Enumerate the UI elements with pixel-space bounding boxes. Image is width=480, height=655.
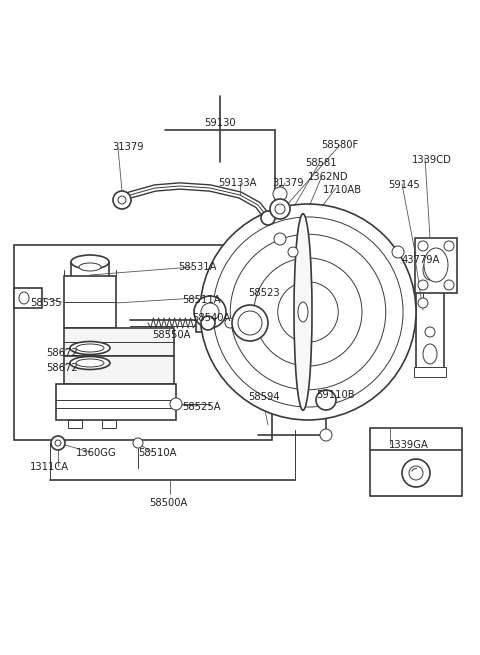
Bar xyxy=(68,420,82,428)
Circle shape xyxy=(425,327,435,337)
Circle shape xyxy=(113,191,131,209)
Circle shape xyxy=(201,303,219,321)
Bar xyxy=(56,384,176,420)
Ellipse shape xyxy=(424,248,448,282)
Circle shape xyxy=(418,298,428,308)
Text: 59133A: 59133A xyxy=(218,178,256,188)
Text: 58511A: 58511A xyxy=(182,295,221,305)
Bar xyxy=(220,317,234,330)
Ellipse shape xyxy=(273,187,287,201)
Circle shape xyxy=(270,199,290,219)
Bar xyxy=(14,245,272,440)
Circle shape xyxy=(232,305,268,341)
Circle shape xyxy=(261,211,275,225)
Text: 1339GA: 1339GA xyxy=(389,440,429,450)
Bar xyxy=(14,288,42,308)
Text: 58500A: 58500A xyxy=(149,498,187,508)
Circle shape xyxy=(194,296,226,328)
Text: 58550A: 58550A xyxy=(152,330,191,340)
Text: 1311CA: 1311CA xyxy=(30,462,69,472)
Circle shape xyxy=(288,247,298,257)
Circle shape xyxy=(444,280,454,290)
Bar xyxy=(196,315,218,332)
Text: 58672: 58672 xyxy=(46,348,78,358)
Text: 58535: 58535 xyxy=(30,298,61,308)
Circle shape xyxy=(170,398,182,410)
Text: 1339CD: 1339CD xyxy=(412,155,452,165)
Ellipse shape xyxy=(70,356,110,369)
Text: 59110B: 59110B xyxy=(316,390,355,400)
Circle shape xyxy=(444,241,454,251)
Circle shape xyxy=(278,282,338,343)
Text: 58523: 58523 xyxy=(248,288,280,298)
Circle shape xyxy=(213,217,403,407)
Bar xyxy=(64,356,174,384)
Text: 31379: 31379 xyxy=(272,178,304,188)
Ellipse shape xyxy=(76,359,104,367)
Circle shape xyxy=(274,233,286,245)
Text: 1360GG: 1360GG xyxy=(76,448,117,458)
Circle shape xyxy=(201,316,215,330)
Ellipse shape xyxy=(70,341,110,354)
Circle shape xyxy=(409,466,423,480)
Text: 58581: 58581 xyxy=(305,158,336,168)
Text: 59145: 59145 xyxy=(388,180,420,190)
Circle shape xyxy=(225,318,235,328)
Circle shape xyxy=(402,459,430,487)
Text: 59130: 59130 xyxy=(204,118,236,128)
Circle shape xyxy=(418,241,428,251)
Ellipse shape xyxy=(423,344,437,364)
Bar xyxy=(64,276,116,328)
Circle shape xyxy=(238,311,262,335)
Bar xyxy=(414,367,446,377)
Circle shape xyxy=(51,436,65,450)
Bar xyxy=(415,238,457,293)
Text: 58540A: 58540A xyxy=(192,313,230,323)
Ellipse shape xyxy=(76,344,104,352)
Circle shape xyxy=(418,280,428,290)
Text: 58525A: 58525A xyxy=(182,402,221,412)
Text: 31379: 31379 xyxy=(112,142,144,152)
Bar xyxy=(64,328,174,356)
Text: 58510A: 58510A xyxy=(138,448,177,458)
Bar xyxy=(414,247,446,257)
Ellipse shape xyxy=(423,260,437,280)
Circle shape xyxy=(200,204,416,420)
Ellipse shape xyxy=(298,302,308,322)
Text: 1362ND: 1362ND xyxy=(308,172,348,182)
Text: 58594: 58594 xyxy=(248,392,280,402)
Circle shape xyxy=(230,234,386,390)
Text: 43779A: 43779A xyxy=(402,255,441,265)
Circle shape xyxy=(392,246,404,258)
Ellipse shape xyxy=(294,214,312,410)
Bar xyxy=(370,428,462,496)
Bar xyxy=(71,262,109,282)
Ellipse shape xyxy=(19,292,29,304)
Circle shape xyxy=(55,440,61,446)
Bar xyxy=(416,252,444,372)
Ellipse shape xyxy=(79,263,101,271)
Circle shape xyxy=(320,429,332,441)
Text: 58531A: 58531A xyxy=(178,262,216,272)
Text: 58580F: 58580F xyxy=(321,140,358,150)
Text: 1710AB: 1710AB xyxy=(323,185,362,195)
Circle shape xyxy=(118,196,126,204)
Text: 58672: 58672 xyxy=(46,363,78,373)
Bar xyxy=(102,420,116,428)
Circle shape xyxy=(316,390,336,410)
Ellipse shape xyxy=(71,255,109,269)
Circle shape xyxy=(133,438,143,448)
Circle shape xyxy=(275,204,285,214)
Circle shape xyxy=(254,258,362,366)
